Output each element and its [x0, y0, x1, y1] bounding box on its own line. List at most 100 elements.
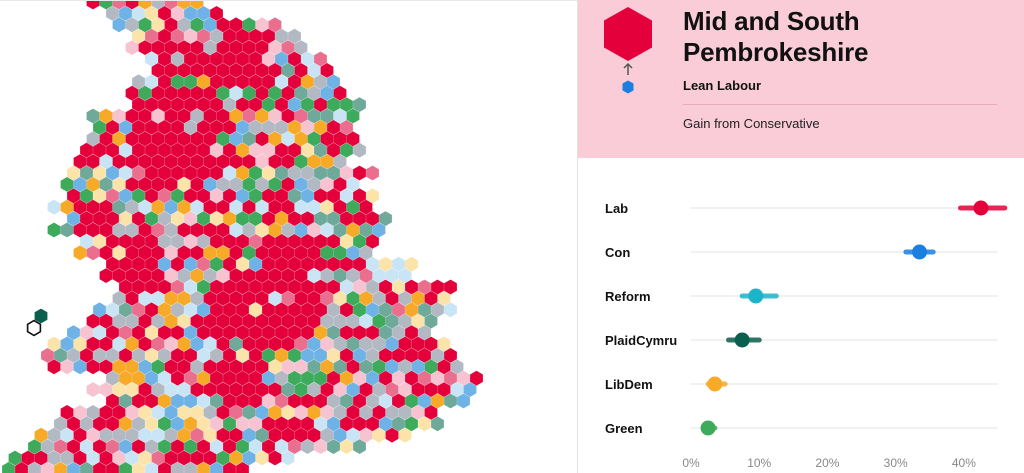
- constituency-hex[interactable]: [229, 63, 243, 78]
- constituency-hex[interactable]: [73, 245, 87, 261]
- constituency-hex[interactable]: [164, 17, 178, 33]
- constituency-hex[interactable]: [392, 393, 405, 409]
- constituency-hex[interactable]: [424, 313, 438, 329]
- constituency-hex[interactable]: [340, 97, 353, 112]
- constituency-hex[interactable]: [210, 234, 223, 249]
- constituency-hex[interactable]: [203, 85, 217, 101]
- constituency-hex[interactable]: [249, 325, 262, 340]
- constituency-hex[interactable]: [294, 40, 308, 55]
- constituency-hex[interactable]: [112, 154, 126, 169]
- constituency-hex[interactable]: [229, 131, 243, 147]
- constituency-hex[interactable]: [359, 222, 373, 238]
- constituency-hex[interactable]: [314, 234, 327, 249]
- constituency-hex[interactable]: [119, 188, 132, 204]
- constituency-hex[interactable]: [301, 51, 314, 67]
- constituency-hex[interactable]: [132, 211, 145, 226]
- constituency-hex[interactable]: [216, 108, 230, 124]
- constituency-hex[interactable]: [320, 336, 334, 352]
- constituency-hex[interactable]: [255, 359, 269, 375]
- constituency-hex[interactable]: [379, 325, 392, 340]
- constituency-hex[interactable]: [301, 416, 314, 432]
- constituency-hex[interactable]: [229, 40, 243, 55]
- constituency-hex[interactable]: [281, 313, 295, 329]
- constituency-hex[interactable]: [353, 234, 366, 249]
- constituency-hex[interactable]: [268, 245, 282, 261]
- constituency-hex[interactable]: [405, 393, 418, 409]
- constituency-hex[interactable]: [346, 405, 360, 420]
- constituency-hex[interactable]: [281, 154, 295, 169]
- constituency-hex[interactable]: [346, 199, 360, 215]
- constituency-hex[interactable]: [262, 51, 275, 67]
- constituency-hex[interactable]: [223, 120, 236, 135]
- constituency-hex[interactable]: [411, 359, 425, 375]
- constituency-hex[interactable]: [275, 393, 288, 409]
- constituency-hex[interactable]: [242, 245, 256, 261]
- constituency-hex[interactable]: [164, 245, 178, 261]
- constituency-hex[interactable]: [112, 359, 126, 375]
- constituency-hex[interactable]: [255, 291, 269, 306]
- constituency-hex[interactable]: [314, 348, 327, 363]
- constituency-hex[interactable]: [242, 108, 256, 124]
- constituency-hex[interactable]: [223, 51, 236, 67]
- constituency-hex[interactable]: [275, 302, 288, 318]
- constituency-hex[interactable]: [132, 325, 145, 340]
- constituency-hex[interactable]: [171, 51, 184, 67]
- constituency-hex[interactable]: [216, 291, 230, 306]
- constituency-hex[interactable]: [359, 382, 373, 397]
- constituency-hex[interactable]: [197, 188, 210, 204]
- constituency-hex[interactable]: [138, 405, 152, 420]
- constituency-hex[interactable]: [158, 234, 171, 249]
- constituency-hex[interactable]: [54, 462, 67, 473]
- constituency-hex[interactable]: [327, 97, 340, 112]
- constituency-hex[interactable]: [112, 291, 126, 306]
- constituency-hex[interactable]: [359, 245, 373, 261]
- constituency-hex[interactable]: [67, 348, 80, 363]
- constituency-hex[interactable]: [184, 165, 197, 181]
- constituency-hex[interactable]: [275, 211, 288, 226]
- constituency-hex[interactable]: [340, 188, 353, 204]
- constituency-hex[interactable]: [268, 17, 282, 33]
- constituency-hex[interactable]: [275, 416, 288, 432]
- constituency-hex[interactable]: [190, 131, 204, 147]
- constituency-hex[interactable]: [138, 177, 152, 192]
- constituency-hex[interactable]: [184, 256, 197, 272]
- constituency-hex[interactable]: [80, 188, 93, 204]
- constituency-hex[interactable]: [184, 302, 197, 318]
- constituency-hex[interactable]: [346, 291, 360, 306]
- constituency-hex[interactable]: [275, 256, 288, 272]
- constituency-hex[interactable]: [86, 313, 100, 329]
- constituency-hex[interactable]: [171, 416, 184, 432]
- constituency-hex[interactable]: [99, 245, 113, 261]
- constituency-hex[interactable]: [132, 188, 145, 204]
- constituency-hex[interactable]: [210, 74, 223, 90]
- constituency-hex[interactable]: [177, 291, 191, 306]
- constituency-hex[interactable]: [229, 405, 243, 420]
- constituency-hex[interactable]: [47, 222, 61, 238]
- constituency-hex[interactable]: [177, 405, 191, 420]
- constituency-hex[interactable]: [275, 325, 288, 340]
- constituency-hex[interactable]: [366, 416, 379, 432]
- constituency-hex[interactable]: [418, 393, 431, 409]
- constituency-hex[interactable]: [203, 108, 217, 124]
- constituency-hex[interactable]: [223, 188, 236, 204]
- constituency-hex[interactable]: [145, 393, 158, 409]
- constituency-hex[interactable]: [197, 74, 210, 90]
- constituency-hex[interactable]: [34, 308, 48, 324]
- constituency-hex[interactable]: [275, 370, 288, 386]
- constituency-hex[interactable]: [307, 108, 321, 124]
- constituency-hex[interactable]: [171, 211, 184, 226]
- constituency-hex[interactable]: [171, 348, 184, 363]
- constituency-hex[interactable]: [197, 165, 210, 181]
- constituency-hex[interactable]: [333, 199, 347, 215]
- constituency-hex[interactable]: [151, 268, 165, 283]
- constituency-hex[interactable]: [145, 211, 158, 226]
- constituency-hex[interactable]: [307, 359, 321, 375]
- constituency-hex[interactable]: [177, 85, 191, 101]
- constituency-hex[interactable]: [236, 234, 249, 249]
- constituency-hex[interactable]: [210, 6, 223, 21]
- constituency-hex[interactable]: [294, 63, 308, 78]
- constituency-hex[interactable]: [41, 348, 54, 363]
- constituency-hex[interactable]: [99, 450, 113, 466]
- constituency-hex[interactable]: [301, 165, 314, 181]
- constituency-hex[interactable]: [242, 359, 256, 375]
